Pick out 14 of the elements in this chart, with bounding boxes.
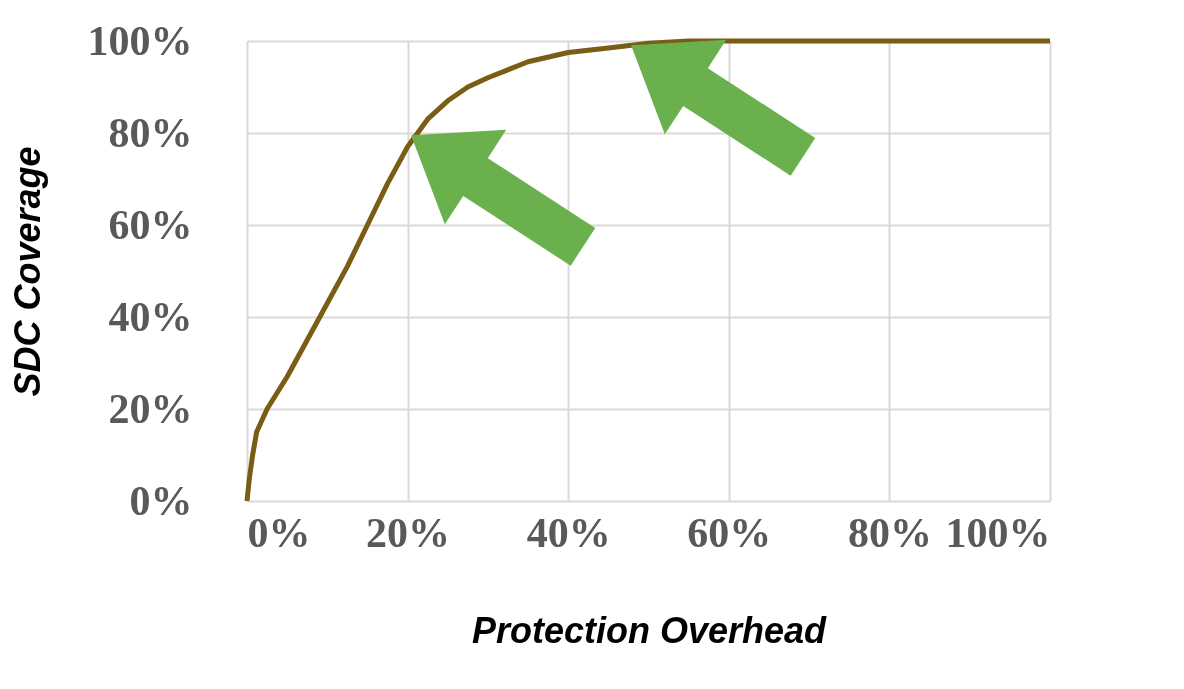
x-tick-label: 20% — [366, 509, 451, 556]
y-tick-label: 20% — [108, 385, 193, 432]
y-tick-label: 60% — [108, 201, 193, 248]
x-tick-label: 80% — [847, 509, 932, 556]
y-tick-label: 80% — [108, 109, 193, 156]
x-axis-title: Protection Overhead — [471, 609, 828, 651]
x-tick-label: 0% — [247, 509, 311, 556]
y-tick-label: 100% — [87, 17, 193, 64]
x-tick-label: 100% — [945, 509, 1051, 556]
y-tick-label: 0% — [129, 477, 193, 524]
y-axis-title: SDC Coverage — [6, 146, 48, 397]
x-tick-label: 60% — [687, 509, 772, 556]
x-tick-label: 40% — [526, 509, 611, 556]
y-tick-label: 40% — [108, 293, 193, 340]
